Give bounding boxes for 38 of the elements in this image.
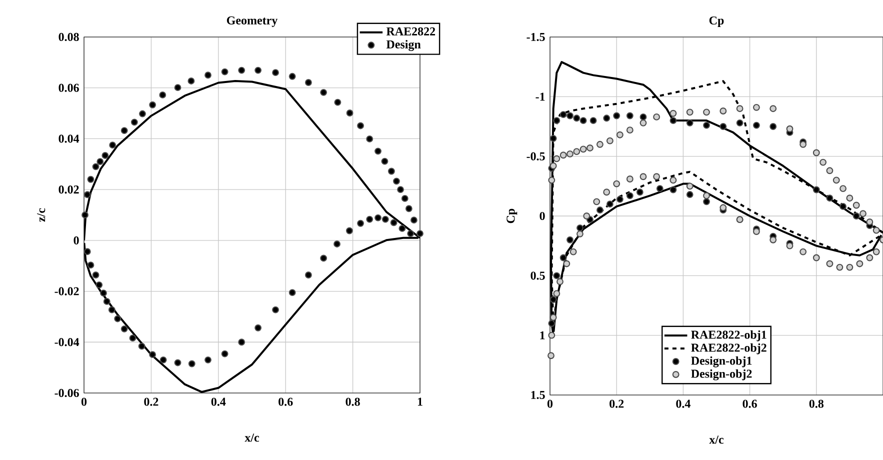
y-tick-label: -0.5 (526, 152, 545, 160)
y-tick-label: 0 (540, 212, 545, 220)
y-tick-label: 0.04 (58, 134, 80, 143)
y-tick-label: 0 (74, 236, 79, 244)
y-tick-label: -0.02 (54, 287, 79, 296)
y-tick-label: 0.08 (58, 32, 79, 42)
legend-label: Design (386, 40, 421, 51)
y-tick-label: 0.06 (58, 84, 79, 92)
x-axis-title: x/c (709, 436, 724, 444)
y-tick-label: 1.5 (531, 390, 545, 400)
x-tick-label: 0.6 (278, 398, 293, 406)
legend-label: Design-obj2 (691, 369, 752, 380)
y-tick-label: -1 (536, 92, 545, 101)
x-tick-label: 0.2 (610, 400, 624, 408)
x-tick-label: 0.4 (211, 398, 226, 406)
y-tick-label: -0.04 (54, 338, 80, 346)
y-tick-label: -1.5 (526, 32, 545, 42)
x-axis-title: x/c (244, 434, 260, 442)
x-tick-label: 0.2 (144, 398, 158, 406)
x-tick-label: 0.6 (742, 400, 757, 408)
x-tick-label: 0.4 (676, 400, 690, 408)
chart-title: Geometry (226, 16, 278, 27)
x-tick-label: 1 (418, 398, 422, 406)
x-tick-label: 0.8 (346, 398, 360, 406)
x-tick-label: 0.8 (809, 400, 824, 408)
y-tick-label: 0.5 (530, 272, 545, 280)
legend-label: RAE2822-obj1 (691, 330, 766, 342)
legend-label: RAE2822-obj2 (691, 343, 766, 354)
chart-title: Cp (709, 16, 724, 27)
x-tick-label: 0 (81, 398, 87, 406)
legend-label: RAE2822 (386, 27, 436, 36)
legend-label: Design-obj1 (691, 356, 752, 368)
y-tick-label: 1 (540, 331, 545, 340)
x-tick-label: 0 (547, 400, 553, 408)
y-tick-label: 0.02 (58, 185, 79, 194)
y-axis-title: Cp (506, 208, 518, 224)
y-axis-title: z/c (37, 208, 46, 222)
y-tick-label: -0.06 (54, 388, 79, 398)
